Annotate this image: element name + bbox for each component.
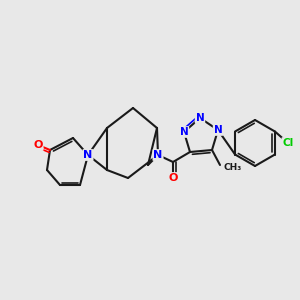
Text: O: O (33, 140, 43, 150)
Text: N: N (153, 150, 163, 160)
Text: O: O (168, 173, 178, 183)
Text: N: N (180, 127, 188, 137)
Text: N: N (83, 150, 93, 160)
Text: Cl: Cl (282, 138, 294, 148)
Text: N: N (214, 125, 222, 135)
Text: N: N (196, 113, 204, 123)
Text: CH₃: CH₃ (224, 163, 242, 172)
